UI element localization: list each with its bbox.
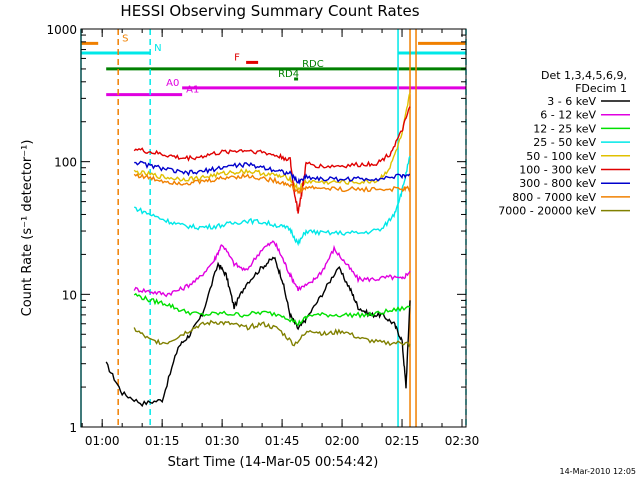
legend-header-line-2: FDecim 1 — [575, 82, 627, 95]
series-layer — [105, 92, 411, 408]
y-tick-label-4: 1000 — [46, 23, 77, 37]
x-axis-title: Start Time (14-Mar-05 00:54:42) — [168, 455, 379, 470]
legend-label-100-300-kev-kev: 100 - 300 keV — [519, 164, 596, 177]
legend-label-25-50-kev-kev: 25 - 50 keV — [533, 136, 596, 149]
series-line-12-25-kev-kev — [133, 292, 411, 327]
x-tick-label-2: 01:15 — [145, 434, 180, 448]
series-line-7000-20000-kev-kev — [133, 319, 411, 348]
legend-label-800-7000-kev-kev: 800 - 7000 keV — [512, 191, 596, 204]
y-axis-title: Count Rate (s⁻¹ detector⁻¹) — [20, 140, 35, 317]
series-line-50-100-kev-kev — [133, 92, 411, 191]
series-line-6-12-kev-kev — [133, 240, 411, 298]
x-tick-label-7: 02:30 — [445, 434, 480, 448]
flag-label-rd4: RD4 — [278, 69, 299, 80]
legend-label-3-6-kev-kev: 3 - 6 keV — [547, 95, 596, 108]
flag-label-f: F — [234, 52, 240, 63]
flag-label-a1: A1 — [186, 85, 199, 96]
flag-label-n: N — [154, 43, 161, 54]
axis-ticks-layer: 01:00 01:15 01:30 01:45 02:00 02:15 02:30 1 10 10… — [46, 23, 479, 448]
series-line-800-7000-kev-kev — [133, 172, 411, 195]
series-line-3-6-kev-kev — [105, 256, 411, 408]
plot-timestamp: 14-Mar-2010 12:05 — [560, 467, 637, 476]
flag-label-a0: A0 — [166, 78, 179, 89]
chart-title: HESSI Observing Summary Count Rates — [120, 2, 419, 20]
legend-label-7000-20000-kev-kev: 7000 - 20000 keV — [498, 205, 596, 218]
flag-label-rdc: RDC — [302, 59, 324, 70]
x-tick-label-5: 02:00 — [325, 434, 360, 448]
x-tick-label-1: 01:00 — [85, 434, 120, 448]
plot-frame — [80, 28, 467, 428]
legend-label-300-800-kev-kev: 300 - 800 keV — [519, 177, 596, 190]
y-tick-label-1: 1 — [69, 421, 77, 435]
x-tick-label-6: 02:15 — [385, 434, 420, 448]
x-tick-label-4: 01:45 — [265, 434, 300, 448]
series-line-300-800-kev-kev — [134, 160, 410, 186]
flag-label-s: S — [122, 33, 128, 44]
legend-label-6-12-kev-kev: 6 - 12 keV — [540, 109, 596, 122]
series-line-25-50-kev-kev — [134, 155, 411, 247]
x-tick-label-3: 01:30 — [205, 434, 240, 448]
legend-label-12-25-kev-kev: 12 - 25 keV — [533, 122, 596, 135]
y-tick-label-2: 10 — [62, 288, 77, 302]
legend-header-line-1: Det 1,3,4,5,6,9, — [541, 69, 627, 82]
legend-label-50-100-kev-kev: 50 - 100 keV — [526, 150, 596, 163]
y-tick-label-3: 100 — [54, 156, 77, 170]
